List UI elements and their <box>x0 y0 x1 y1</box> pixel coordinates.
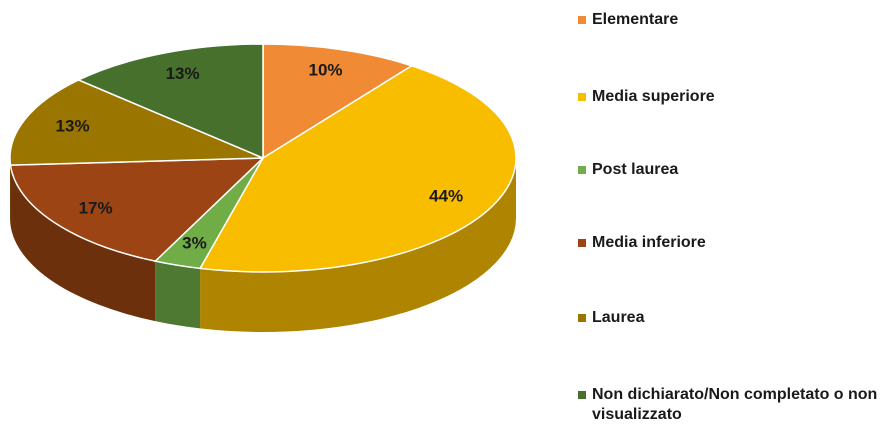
legend-entry: Media superiore <box>578 87 883 107</box>
legend-entry: Post laurea <box>578 160 883 180</box>
data-label: 10% <box>309 61 343 80</box>
data-label: 13% <box>166 64 200 83</box>
legend-label: Elementare <box>592 11 679 28</box>
legend-swatch <box>578 166 586 174</box>
legend-label: Post laurea <box>592 161 679 178</box>
slice <box>76 43 264 160</box>
data-label: 17% <box>79 199 113 218</box>
pie-area: 10% 44% 3% 17% 13% 13% <box>9 43 517 333</box>
legend-label: Media superiore <box>592 88 715 105</box>
legend-swatch <box>578 16 586 24</box>
legend-entry: Non dichiarato/Non completato o non visu… <box>578 385 883 425</box>
slice-side <box>155 261 201 329</box>
data-label: 13% <box>56 117 90 136</box>
legend-entry: Media inferiore <box>578 233 883 253</box>
legend-swatch <box>578 239 586 247</box>
legend-swatch <box>578 93 586 101</box>
legend-swatch <box>578 391 586 399</box>
slice-side <box>200 158 516 333</box>
legend-label: Laurea <box>592 309 645 326</box>
legend-label: Non dichiarato/Non completato o non visu… <box>592 386 878 423</box>
data-label: 44% <box>429 186 463 205</box>
slice <box>9 79 264 166</box>
data-label: 3% <box>182 233 207 252</box>
legend-entry: Elementare <box>578 10 883 30</box>
slice <box>262 43 414 160</box>
slice-side <box>10 165 156 322</box>
legend: Elementare Media superiore Post laurea Medi… <box>578 0 888 432</box>
legend-label: Media inferiore <box>592 234 706 251</box>
legend-entry: Laurea <box>578 308 883 328</box>
legend-swatch <box>578 314 586 322</box>
slice <box>198 64 517 273</box>
slice <box>9 157 265 262</box>
